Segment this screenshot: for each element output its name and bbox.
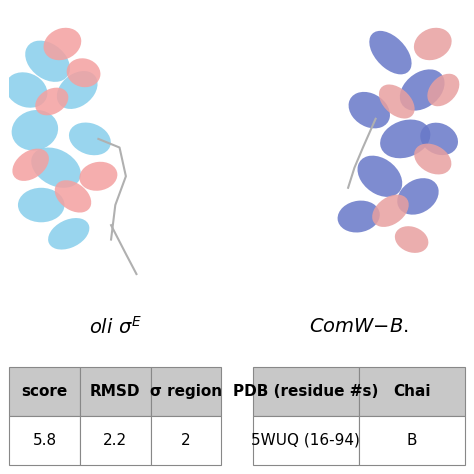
FancyBboxPatch shape [359, 416, 465, 465]
Text: score: score [22, 384, 68, 399]
FancyBboxPatch shape [80, 367, 151, 416]
Text: 2.2: 2.2 [103, 433, 128, 448]
Ellipse shape [395, 226, 428, 253]
FancyBboxPatch shape [9, 367, 80, 416]
Ellipse shape [372, 195, 409, 227]
Ellipse shape [12, 149, 49, 181]
Ellipse shape [35, 88, 68, 115]
Ellipse shape [428, 74, 459, 106]
Ellipse shape [420, 123, 458, 155]
Text: B: B [406, 433, 417, 448]
Ellipse shape [57, 71, 98, 109]
FancyBboxPatch shape [80, 416, 151, 465]
Ellipse shape [6, 73, 47, 108]
Text: 5WUQ (16-94): 5WUQ (16-94) [251, 433, 360, 448]
Ellipse shape [79, 162, 118, 191]
Ellipse shape [31, 147, 81, 188]
Text: 5.8: 5.8 [33, 433, 57, 448]
Text: σ region: σ region [150, 384, 222, 399]
Ellipse shape [379, 84, 415, 118]
FancyBboxPatch shape [151, 367, 221, 416]
Ellipse shape [369, 31, 411, 74]
Ellipse shape [44, 28, 81, 60]
Ellipse shape [414, 144, 451, 174]
Text: Chai: Chai [393, 384, 430, 399]
FancyBboxPatch shape [151, 416, 221, 465]
Ellipse shape [357, 155, 402, 197]
FancyBboxPatch shape [253, 367, 359, 416]
FancyBboxPatch shape [253, 416, 359, 465]
Ellipse shape [55, 180, 91, 212]
Text: PDB (residue #s): PDB (residue #s) [233, 384, 378, 399]
Ellipse shape [337, 201, 380, 232]
Ellipse shape [18, 188, 64, 222]
Ellipse shape [25, 41, 70, 82]
Text: 2: 2 [181, 433, 191, 448]
Ellipse shape [400, 69, 445, 110]
Text: $ComW\mathit{-B.}$: $ComW\mathit{-B.}$ [309, 318, 409, 337]
FancyBboxPatch shape [359, 367, 465, 416]
Text: $oli\ \sigma^E$: $oli\ \sigma^E$ [89, 316, 142, 338]
Ellipse shape [48, 218, 90, 249]
Ellipse shape [12, 110, 58, 151]
Ellipse shape [67, 58, 100, 87]
Text: RMSD: RMSD [90, 384, 141, 399]
Ellipse shape [380, 119, 430, 158]
Ellipse shape [414, 28, 452, 60]
Ellipse shape [348, 92, 390, 128]
Ellipse shape [69, 123, 111, 155]
FancyBboxPatch shape [9, 416, 80, 465]
Ellipse shape [397, 178, 438, 215]
